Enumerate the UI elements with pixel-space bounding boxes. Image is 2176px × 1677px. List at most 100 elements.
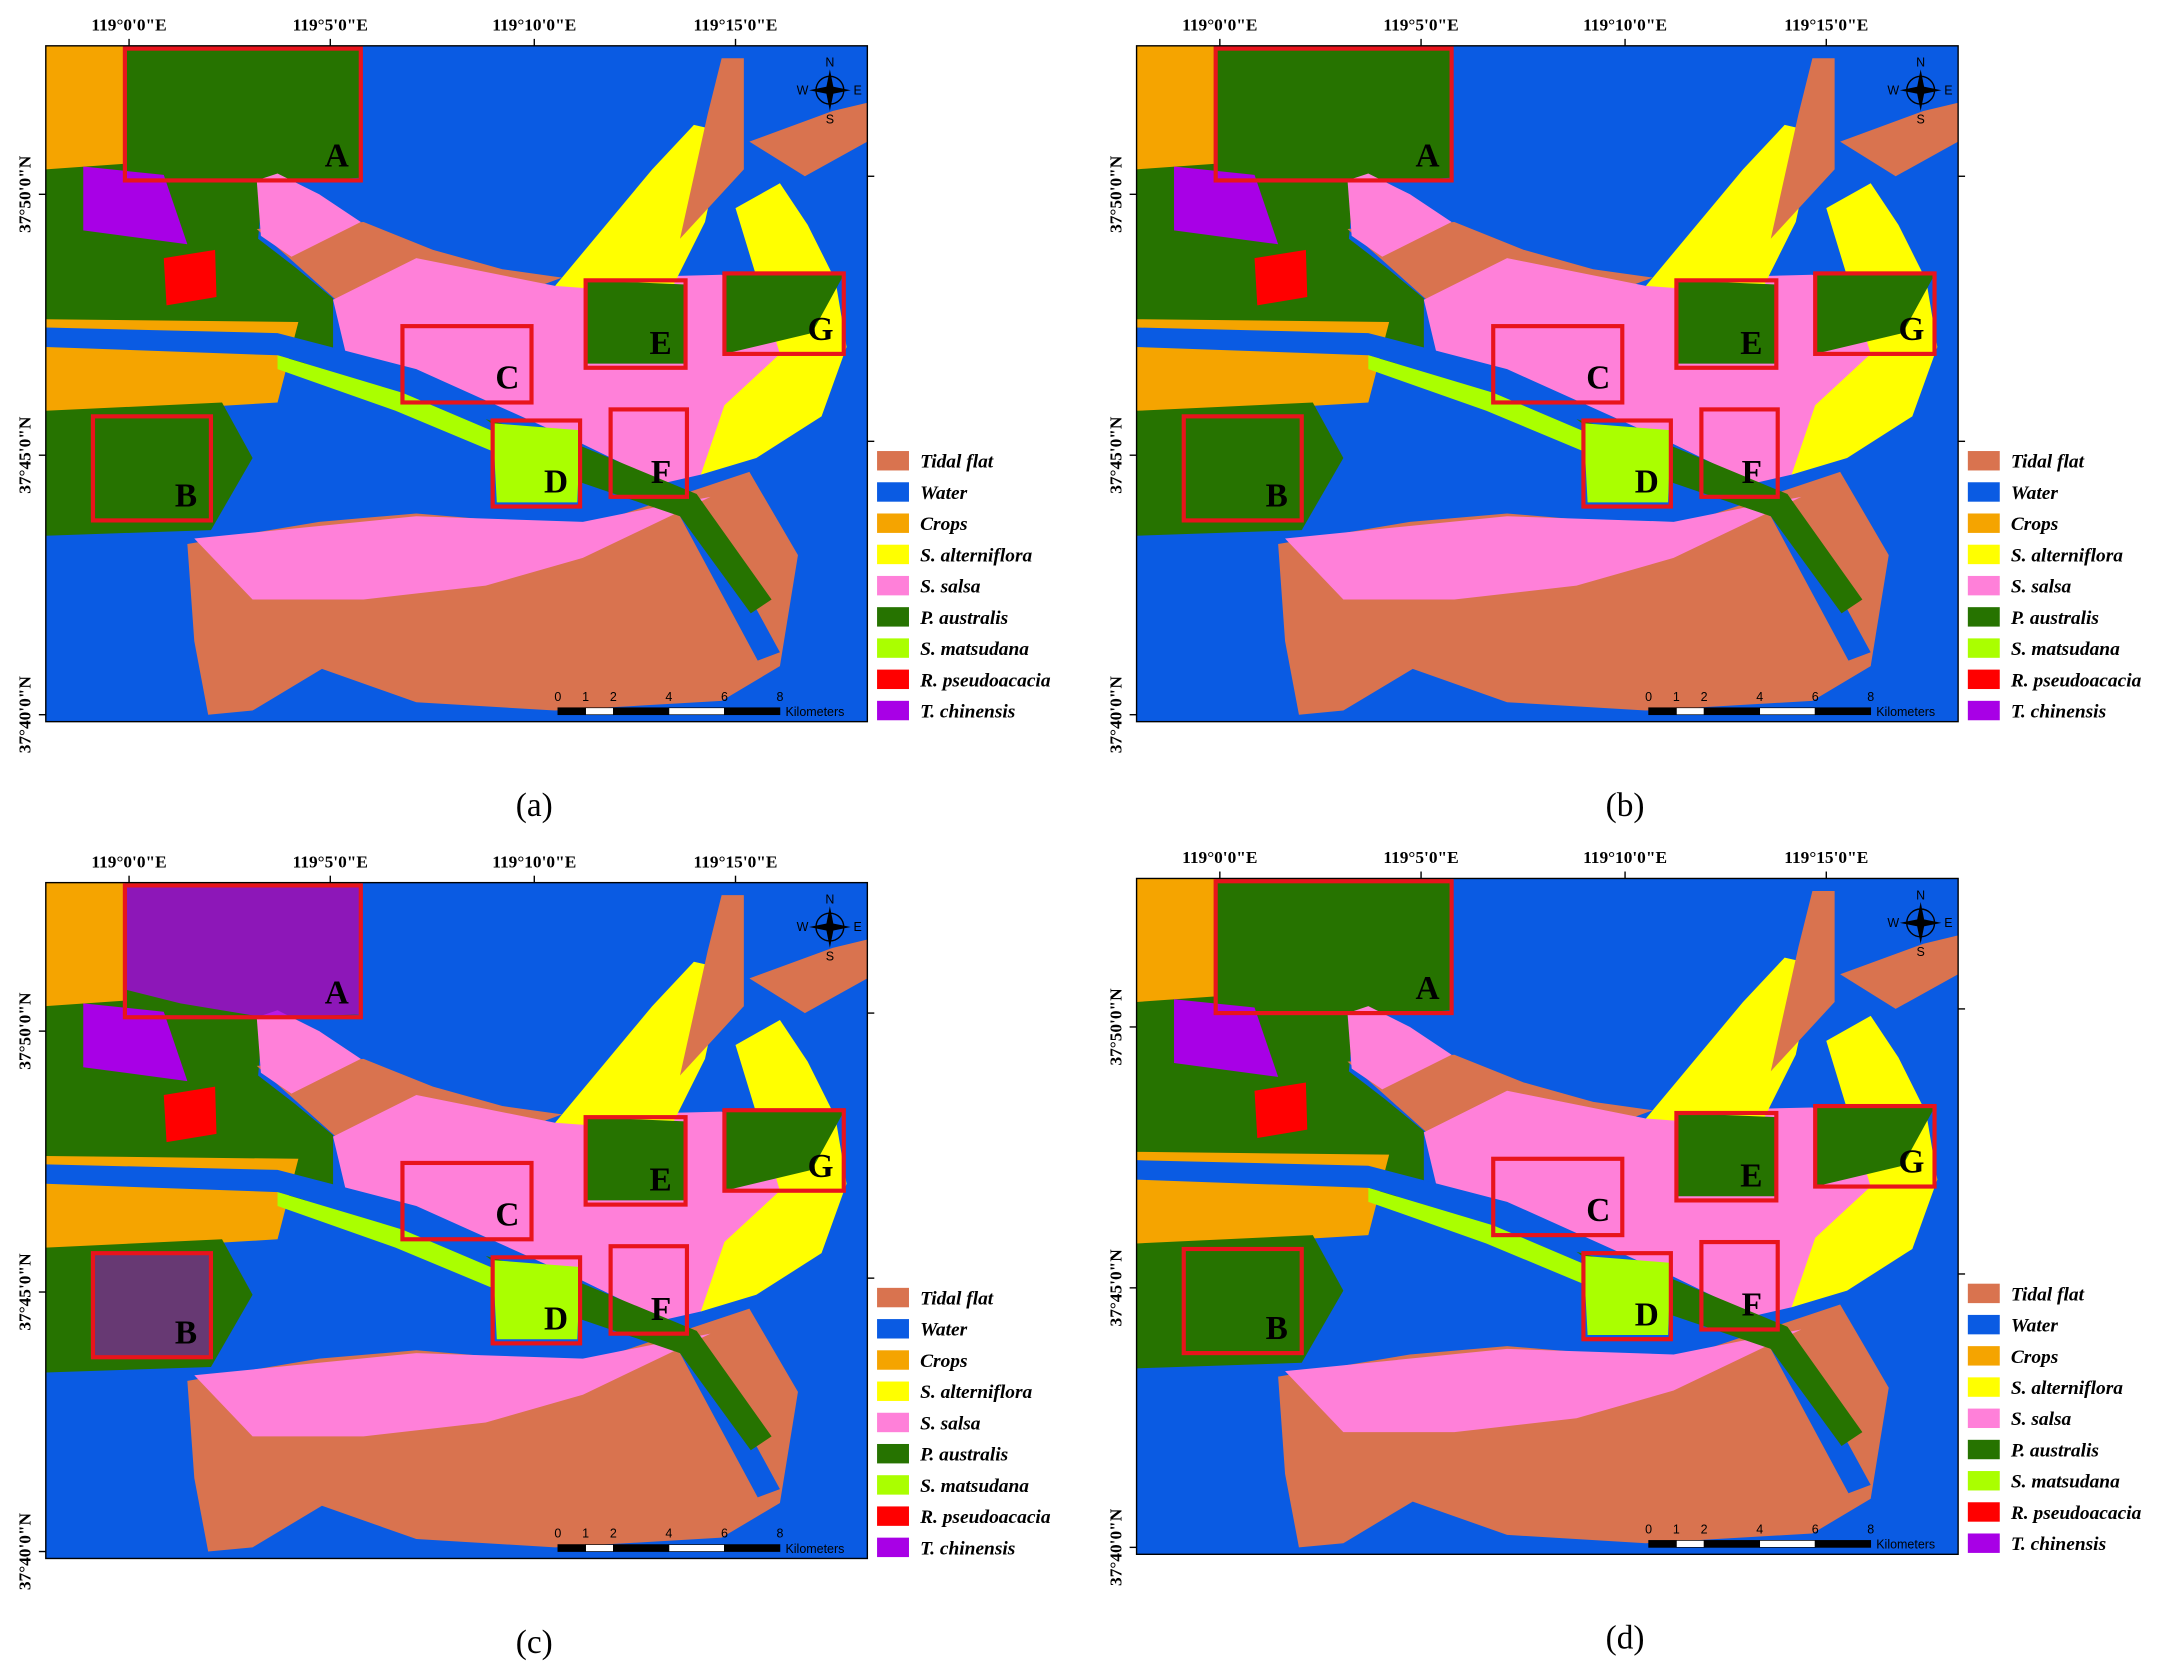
legend-label: T. chinensis: [920, 1538, 1015, 1559]
land-cover: [1136, 45, 1216, 170]
roi-label: A: [325, 974, 349, 1011]
map-frame: [45, 881, 869, 1560]
legend-swatch: [1967, 513, 2000, 533]
compass: [809, 86, 851, 95]
compass-w: W: [1887, 83, 1899, 97]
legend-swatch: [1967, 1314, 2000, 1335]
roi-box: [1813, 1103, 1937, 1189]
land-cover: [749, 939, 868, 1014]
roi-box: [1674, 1110, 1779, 1203]
lon-label: 119°15'0"E: [694, 16, 778, 35]
lat-label: 37°40'0"N: [1106, 1508, 1125, 1586]
scale-label: 6: [721, 690, 728, 704]
roi-box: [608, 407, 690, 499]
scale-label: 1: [582, 1527, 589, 1541]
compass-n: N: [1916, 888, 1925, 902]
legend-swatch: [877, 1412, 909, 1433]
roi-label: E: [649, 1162, 671, 1199]
scale-label: 1: [1673, 690, 1680, 704]
land-cover: [1583, 423, 1671, 503]
compass-s: S: [826, 113, 834, 127]
roi-box: [1181, 414, 1304, 523]
scale-segment: [1676, 707, 1705, 716]
lat-label: 37°40'0"N: [16, 1512, 35, 1590]
lon-label: 119°15'0"E: [694, 852, 778, 871]
lat-label: 37°50'0"N: [16, 992, 35, 1070]
land-cover: [1285, 1329, 1802, 1433]
legend-label: S. salsa: [2011, 1409, 2072, 1430]
land-cover: [92, 1253, 211, 1358]
legend-swatch: [877, 1319, 909, 1339]
scale-segment: [557, 707, 586, 716]
roi-label: C: [495, 1196, 519, 1233]
land-cover: [1347, 1006, 1452, 1090]
scale-segment: [1648, 707, 1677, 716]
legend-swatch: [1967, 1346, 2000, 1366]
map-frame: [45, 45, 869, 723]
legend-swatch: [1967, 544, 2000, 565]
land-cover: [1645, 124, 1816, 295]
legend-label: Tidal flat: [2011, 452, 2085, 473]
lat-label: 37°40'0"N: [1106, 676, 1125, 754]
land-cover: [1423, 258, 1932, 486]
roi-label: G: [1898, 1144, 1924, 1181]
land-cover: [1347, 173, 1452, 257]
scale-segment: [1814, 1540, 1872, 1548]
land-cover: [1815, 1107, 1935, 1187]
compass-w: W: [797, 83, 809, 97]
land-cover: [492, 423, 581, 503]
roi-box: [490, 418, 583, 509]
roi-label: A: [1416, 138, 1440, 175]
roi-box: [1581, 418, 1673, 509]
legend-label: Crops: [2011, 1347, 2058, 1368]
roi-label: F: [1742, 1287, 1762, 1324]
scale-label: 1: [582, 690, 589, 704]
scale-label: 0: [554, 690, 561, 704]
scale-segment: [724, 1544, 781, 1552]
legend-swatch: [877, 1475, 909, 1495]
scale-label: 4: [665, 1527, 672, 1541]
land-cover: [555, 961, 725, 1132]
land-cover: [1254, 1082, 1308, 1138]
lon-label: 119°5'0"E: [1383, 848, 1458, 867]
land-cover: [1136, 878, 1216, 1002]
land-cover: [45, 45, 125, 170]
roi-box: [608, 1244, 690, 1336]
land-cover: [1815, 274, 1935, 354]
legend-swatch: [877, 513, 909, 533]
legend-swatch: [877, 451, 909, 471]
land-cover: [45, 402, 253, 536]
roi-box: [1581, 1251, 1673, 1342]
lon-label: 119°10'0"E: [1583, 848, 1667, 867]
roi-label: G: [808, 1148, 834, 1185]
legend-swatch: [877, 1350, 909, 1370]
legend-label: S. salsa: [920, 1413, 981, 1434]
roi-box: [400, 1160, 534, 1242]
roi-label: G: [1898, 311, 1924, 348]
roi-label: E: [649, 325, 671, 362]
scale-label: 0: [1645, 690, 1652, 704]
roi-box: [1674, 278, 1779, 370]
legend-label: Crops: [2011, 514, 2058, 535]
legend-label: Tidal flat: [920, 452, 994, 473]
roi-label: B: [1266, 478, 1288, 515]
roi-box: [1699, 1239, 1780, 1332]
scale-label: 8: [776, 1527, 783, 1541]
compass-s: S: [826, 949, 834, 963]
lon-label: 119°0'0"E: [91, 852, 166, 871]
scale-unit: Kilometers: [785, 705, 844, 719]
roi-label: F: [1742, 454, 1762, 491]
roi-label: G: [808, 311, 834, 348]
land-cover: [1136, 402, 1344, 536]
scale-label: 8: [1867, 690, 1874, 704]
compass: [1899, 86, 1942, 95]
legend-swatch: [877, 544, 909, 565]
legend-swatch: [877, 575, 909, 596]
scale-segment: [1676, 1540, 1705, 1548]
scale-label: 4: [665, 690, 672, 704]
lon-label: 119°15'0"E: [1784, 848, 1868, 867]
scale-segment: [668, 707, 725, 716]
land-cover: [1174, 166, 1279, 245]
